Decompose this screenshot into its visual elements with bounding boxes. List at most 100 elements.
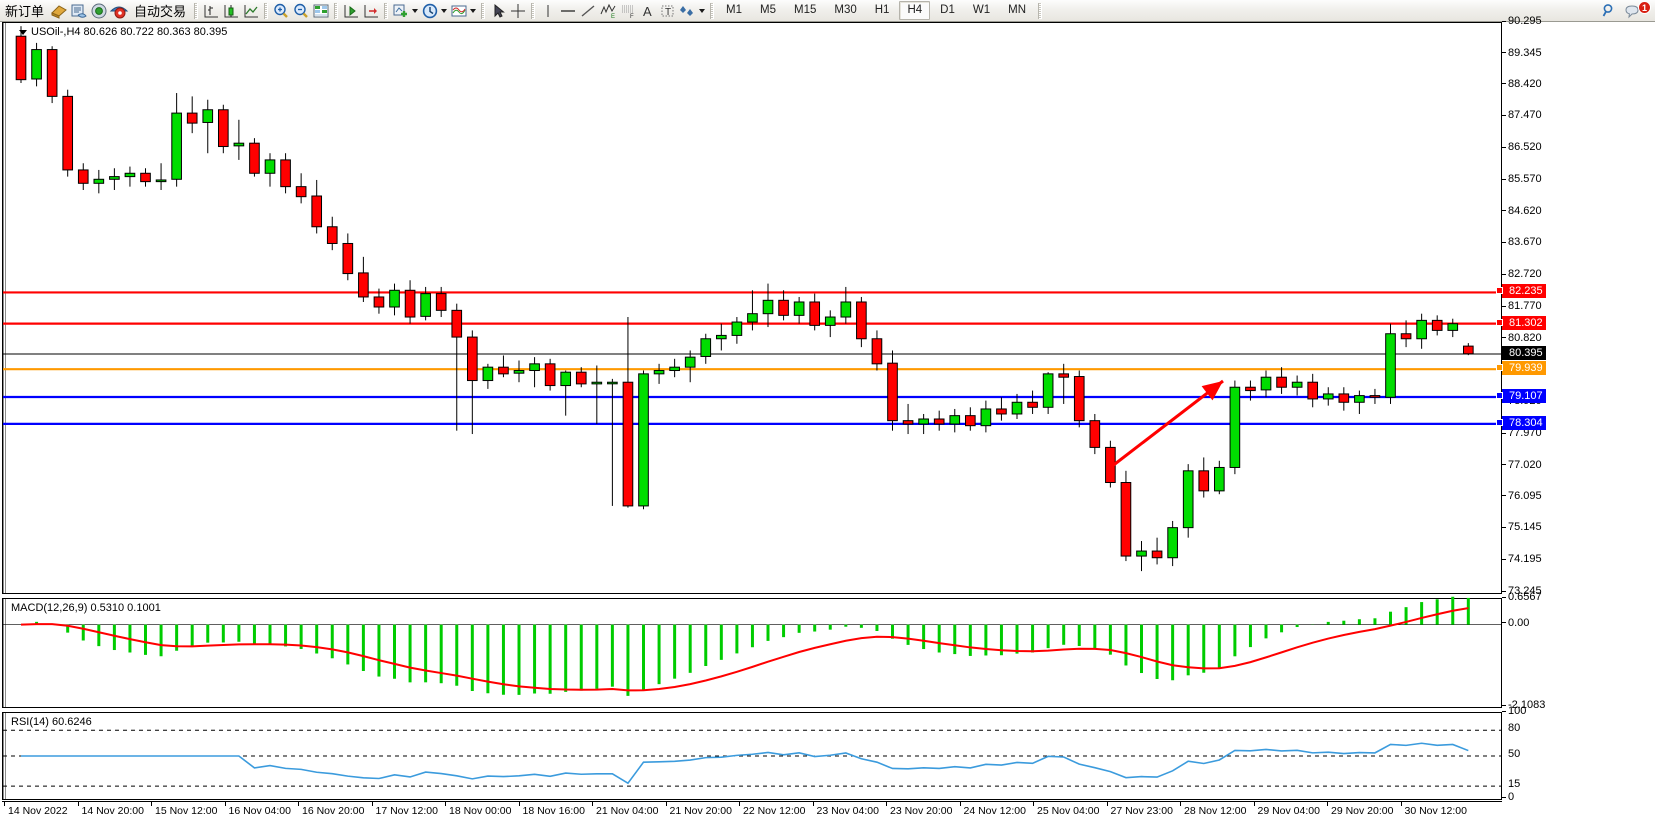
price-level-handle[interactable] — [1496, 287, 1503, 295]
rsi-axis-tick-label: 100 — [1508, 705, 1527, 717]
notification-bubble-icon[interactable]: 1 — [1623, 0, 1651, 20]
price-axis-tick: 81.770 — [1502, 300, 1542, 312]
auto-scroll-icon[interactable] — [361, 2, 381, 20]
time-axis-tick-mark — [298, 801, 299, 806]
templates-icon[interactable] — [449, 2, 469, 20]
price-axis-tick: 85.570 — [1502, 173, 1542, 185]
time-axis-tick-label: 21 Nov 20:00 — [669, 805, 732, 817]
timeframe-m5[interactable]: M5 — [760, 4, 776, 16]
time-axis-tick-label: 30 Nov 12:00 — [1404, 805, 1467, 817]
time-axis-tick-mark — [739, 801, 740, 806]
timeframe-mn[interactable]: MN — [1008, 4, 1026, 16]
macd-axis-tick: -2.1083 — [1502, 699, 1545, 711]
pane-grip[interactable] — [3, 23, 7, 593]
time-axis-tick: 14 Nov 2022 — [4, 801, 68, 817]
rsi-pane[interactable]: RSI(14) 60.6246 — [2, 712, 1502, 800]
elliott-wave-icon[interactable]: E — [598, 2, 618, 20]
fibonacci-icon[interactable]: F — [618, 2, 638, 20]
periods-icon[interactable] — [420, 2, 440, 20]
price-axis-tick: 80.820 — [1502, 332, 1542, 344]
auto-trading-button[interactable]: 自动交易 — [129, 1, 191, 21]
navigator-icon[interactable] — [89, 2, 109, 20]
time-axis-tick: 21 Nov 20:00 — [665, 801, 732, 817]
indicators-caret-icon[interactable] — [412, 8, 419, 13]
price-level-handle[interactable] — [1496, 318, 1503, 326]
price-pane[interactable]: USOil-,H4 80.626 80.722 80.363 80.395 — [2, 22, 1502, 594]
time-axis-tick-label: 17 Nov 12:00 — [375, 805, 438, 817]
bar-chart-icon[interactable] — [201, 2, 221, 20]
price-level-tag-support[interactable]: 79.107 — [1496, 389, 1546, 404]
indicators-icon[interactable] — [391, 2, 411, 20]
price-level-tag-resistance[interactable]: 81.302 — [1496, 315, 1546, 330]
auto-trading-icon[interactable] — [109, 2, 129, 20]
time-axis-tick-mark — [1400, 801, 1402, 806]
objects-icon[interactable] — [678, 2, 698, 20]
price-candles — [3, 26, 1501, 572]
horizontal-line-icon[interactable] — [558, 2, 578, 20]
time-axis[interactable]: 14 Nov 2022 14 Nov 20:00 15 Nov 12:00 16 No… — [2, 801, 1502, 822]
time-axis-tick: 18 Nov 00:00 — [445, 801, 511, 817]
new-order-label: 新订单 — [5, 4, 45, 19]
chevron-down-icon[interactable] — [19, 29, 27, 35]
data-window-icon[interactable] — [69, 2, 89, 20]
time-axis-tick-mark — [1106, 801, 1108, 806]
price-level-handle[interactable] — [1496, 418, 1503, 426]
price-axis[interactable]: 90.295 89.345 88.420 87.470 86.520 85.570 84.6… — [1496, 15, 1655, 803]
templates-caret-icon[interactable] — [470, 8, 477, 13]
objects-caret-icon[interactable] — [699, 8, 706, 13]
time-axis-tick: 21 Nov 04:00 — [592, 801, 658, 817]
cursor-icon[interactable] — [488, 2, 508, 20]
price-axis-tick: 75.145 — [1502, 521, 1542, 533]
price-axis-tick-label: 74.195 — [1508, 553, 1542, 566]
chart-area[interactable]: USOil-,H4 80.626 80.722 80.363 80.395 MA… — [0, 15, 1655, 822]
timeframe-d1[interactable]: D1 — [940, 4, 955, 16]
price-level-tag-current-price[interactable]: 80.395 — [1502, 345, 1546, 360]
new-order-button[interactable]: 新订单 — [0, 1, 49, 21]
price-axis-tick-label: 90.295 — [1508, 15, 1542, 27]
price-level-tag-support[interactable]: 78.304 — [1496, 415, 1546, 430]
timeframe-h1[interactable]: H1 — [874, 4, 890, 16]
chart-shift-icon[interactable] — [341, 2, 361, 20]
chart-annotations[interactable] — [3, 23, 1501, 593]
rsi-axis-tick-label: 15 — [1508, 778, 1521, 791]
vertical-line-icon[interactable] — [538, 2, 558, 20]
price-axis-tick: 82.720 — [1502, 268, 1542, 280]
price-level-handle[interactable] — [1496, 392, 1503, 400]
time-axis-tick-mark — [1180, 801, 1181, 806]
crosshair-icon[interactable] — [508, 2, 528, 20]
zoom-in-icon[interactable] — [271, 2, 291, 20]
text-label-icon[interactable]: T — [658, 2, 678, 20]
price-level-handle[interactable] — [1496, 364, 1503, 372]
price-axis-tick-label: 87.470 — [1508, 109, 1542, 122]
time-axis-tick: 29 Nov 20:00 — [1327, 801, 1393, 817]
price-axis-tick-label: 88.420 — [1508, 77, 1542, 90]
timeframe-m1[interactable]: M1 — [726, 4, 743, 16]
price-axis-tick: 90.295 — [1502, 15, 1542, 27]
expert-advisors-icon[interactable] — [49, 2, 69, 20]
time-axis-tick: 23 Nov 04:00 — [812, 801, 879, 817]
timeframe-m15[interactable]: M15 — [794, 4, 817, 16]
search-icon[interactable] — [1597, 2, 1619, 20]
trendline-icon[interactable] — [578, 2, 598, 20]
price-level-tag-resistance[interactable]: 82.235 — [1496, 284, 1546, 299]
macd-axis-tick-label: -2.1083 — [1508, 699, 1546, 711]
candlestick-chart-icon[interactable] — [221, 2, 241, 20]
timeframe-m30[interactable]: M30 — [834, 4, 857, 16]
zoom-out-icon[interactable] — [291, 2, 311, 20]
time-axis-tick: 16 Nov 20:00 — [298, 801, 364, 817]
price-level-tag-entry[interactable]: 79.939 — [1496, 361, 1546, 376]
time-axis-tick-mark — [518, 801, 520, 806]
periods-caret-icon[interactable] — [441, 8, 448, 13]
macd-axis-tick: 0.6567 — [1502, 591, 1542, 603]
time-axis-tick-label: 14 Nov 20:00 — [81, 805, 144, 817]
price-axis-tick: 74.195 — [1502, 553, 1542, 565]
price-axis-tick: 77.970 — [1502, 427, 1542, 439]
timeframe-h4[interactable]: H4 — [899, 1, 931, 20]
macd-pane[interactable]: MACD(12,26,9) 0.5310 0.1001 — [2, 596, 1502, 708]
pane-grip[interactable] — [3, 599, 7, 707]
timeframe-w1[interactable]: W1 — [972, 4, 991, 16]
market-watch-icon[interactable] — [311, 2, 331, 20]
text-icon[interactable]: A — [638, 2, 658, 20]
line-chart-icon[interactable] — [241, 2, 261, 20]
price-axis-tick-label: 86.520 — [1508, 141, 1542, 154]
